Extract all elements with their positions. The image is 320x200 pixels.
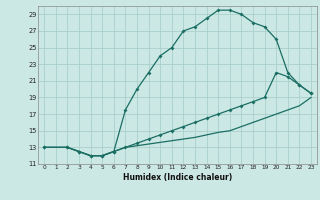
X-axis label: Humidex (Indice chaleur): Humidex (Indice chaleur) (123, 173, 232, 182)
